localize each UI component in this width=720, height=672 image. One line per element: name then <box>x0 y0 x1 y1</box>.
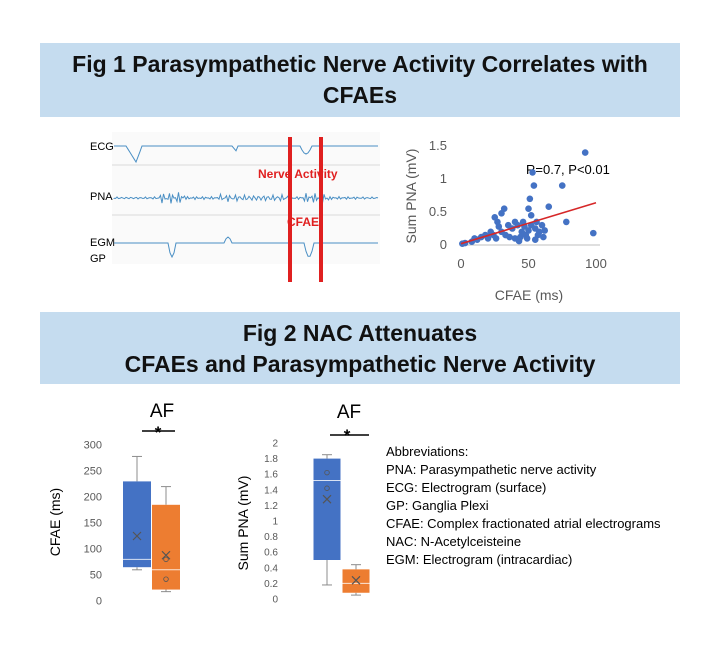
box-chart-pna: AF * Sum PNA (mV) 00.20.40.60.811.21.41.… <box>235 402 370 606</box>
box1-title: AF <box>150 401 174 422</box>
abbreviation-item: EGM: Electrogram (intracardiac) <box>386 552 573 567</box>
box-control <box>313 458 341 560</box>
abbreviations-list: Abbreviations: PNA: Parasympathetic nerv… <box>386 443 661 569</box>
box-y-tick: 300 <box>84 440 102 452</box>
box-y-tick: 1 <box>272 517 278 528</box>
scatter-x-tick: 50 <box>521 256 535 271</box>
scatter-point <box>529 169 536 176</box>
box-y-tick: 0.6 <box>264 548 278 559</box>
scatter-x-label: CFAE (ms) <box>495 287 563 303</box>
box-chart-cfae: AF * CFAE (ms) 0 50 100 150 200 250 300 <box>47 401 180 608</box>
ecg-trace <box>114 145 378 164</box>
box-mean-marker <box>161 550 171 560</box>
box2-title: AF <box>337 402 361 423</box>
scatter-y-tick: 0.5 <box>429 204 447 219</box>
trace-label-pna: PNA <box>90 191 113 203</box>
box-outlier-point <box>163 556 169 563</box>
box-y-tick: 0 <box>96 596 102 608</box>
box-mean-marker <box>132 531 142 541</box>
scatter-point <box>525 227 532 234</box>
scatter-point <box>563 218 570 226</box>
box-y-tick: 200 <box>84 492 102 504</box>
box-y-tick: 1.8 <box>264 454 278 465</box>
scatter-point <box>495 223 503 230</box>
fig1-title-line2: CFAEs <box>322 82 398 108</box>
trace-label-ecg: ECG <box>90 141 114 153</box>
scatter-x-tick: 0 <box>457 256 464 271</box>
box-mean-marker <box>322 494 332 504</box>
box-mean-marker <box>351 575 361 585</box>
trace-panel: ECG PNA EGM GP Nerve Activity CFAE <box>90 132 380 282</box>
scatter-point <box>506 233 513 241</box>
annotation-nerve-activity: Nerve Activity <box>258 167 338 181</box>
scatter-point <box>545 203 553 211</box>
scatter-point <box>527 212 535 219</box>
scatter-point <box>530 182 538 189</box>
scatter-y-tick: 1.5 <box>429 138 447 153</box>
fig2-title-banner: Fig 2 NAC Attenuates CFAEs and Parasympa… <box>40 312 680 384</box>
scatter-y-label: Sum PNA (mV) <box>403 149 419 244</box>
box-y-tick: 50 <box>90 570 102 582</box>
scatter-point <box>590 229 597 237</box>
scatter-point <box>541 227 548 234</box>
box-outlier-point <box>324 485 330 491</box>
fig1-title-line1: Fig 1 Parasympathetic Nerve Activity Cor… <box>72 51 648 77</box>
scatter-point <box>540 233 547 241</box>
scatter-point <box>500 205 508 212</box>
scatter-x-tick: 100 <box>585 256 607 271</box>
box-y-tick: 0.2 <box>264 579 278 590</box>
box-y-tick: 0 <box>272 595 278 606</box>
box-y-tick: 1.6 <box>264 470 278 481</box>
box-y-tick: 1.2 <box>264 501 278 512</box>
box-y-tick: 150 <box>84 518 102 530</box>
box-y-tick: 1.4 <box>264 485 278 496</box>
trace-label-gp: GP <box>90 253 106 265</box>
scatter-point <box>558 182 566 189</box>
scatter-trendline <box>460 201 597 245</box>
abbreviation-item: CFAE: Complex fractionated atrial electr… <box>386 516 661 531</box>
box-y-tick: 250 <box>84 466 102 478</box>
box-control <box>123 481 151 568</box>
scatter-point <box>492 235 500 242</box>
abbreviation-item: PNA: Parasympathetic nerve activity <box>386 462 597 477</box>
box-y-tick: 0.4 <box>264 563 278 574</box>
scatter-annotation: R=0.7, P<0.01 <box>526 162 610 177</box>
abbreviations-heading: Abbreviations: <box>386 444 469 459</box>
fig1-title-banner: Fig 1 Parasympathetic Nerve Activity Cor… <box>40 43 680 117</box>
scatter-point <box>523 235 531 242</box>
fig2-title-line1: Fig 2 NAC Attenuates <box>242 320 478 346</box>
scatter-point <box>517 233 524 241</box>
box1-significance: * <box>155 423 162 442</box>
scatter-point <box>526 195 534 203</box>
box-y-tick: 100 <box>84 544 102 556</box>
annotation-cfae: CFAE <box>287 215 319 229</box>
box-y-tick: 0.8 <box>264 532 278 543</box>
box-outlier-point <box>163 576 169 582</box>
fig2-title-line2: CFAEs and Parasympathetic Nerve Activity <box>124 351 596 377</box>
scatter-y-tick: 1 <box>440 171 447 186</box>
trace-label-egm: EGM <box>90 237 115 249</box>
box-outlier-point <box>324 469 330 476</box>
abbreviation-item: ECG: Electrogram (surface) <box>386 480 547 495</box>
scatter-point <box>525 205 532 212</box>
scatter-chart: Sum PNA (mV) CFAE (ms) R=0.7, P<0.01 0 50… <box>403 138 610 303</box>
scatter-point <box>538 221 546 229</box>
abbreviation-item: NAC: N-Acetylceisteine <box>386 534 522 549</box>
box-nac <box>152 504 180 590</box>
box2-y-label: Sum PNA (mV) <box>235 476 251 571</box>
pna-trace <box>113 192 379 204</box>
box1-y-label: CFAE (ms) <box>47 488 63 556</box>
scatter-point <box>536 228 543 236</box>
scatter-y-tick: 0 <box>440 237 447 252</box>
scatter-point <box>581 149 589 156</box>
egm-trace <box>114 236 378 259</box>
box-y-tick: 2 <box>272 439 278 450</box>
abbreviation-item: GP: Ganglia Plexi <box>386 498 489 513</box>
